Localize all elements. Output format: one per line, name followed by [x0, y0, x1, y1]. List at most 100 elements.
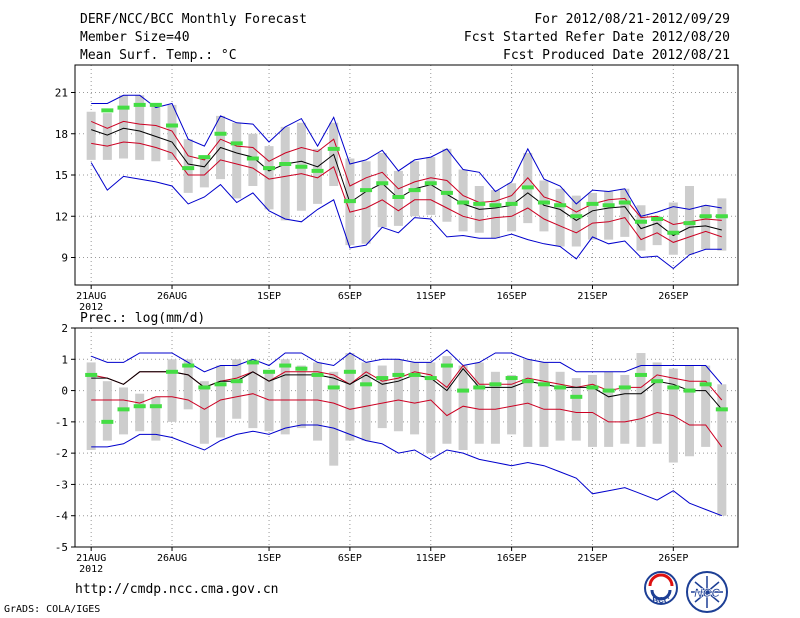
- source-url[interactable]: http://cmdp.ncc.cma.gov.cn: [75, 582, 279, 597]
- ensemble-range-box: [86, 362, 96, 451]
- y-tick-label: -4: [55, 510, 69, 523]
- ensemble-range-box: [458, 169, 468, 232]
- observed-marker: [586, 385, 599, 390]
- y-tick-label: 9: [61, 252, 68, 265]
- x-tick-label: 1SEP: [257, 291, 281, 302]
- observed-marker: [602, 203, 615, 208]
- observed-marker: [117, 407, 130, 412]
- observed-marker: [473, 201, 486, 206]
- ensemble-range-box: [135, 95, 145, 160]
- ensemble-range-box: [377, 365, 387, 429]
- observed-marker: [424, 181, 437, 186]
- ensemble-range-box: [167, 359, 177, 422]
- ensemble-range-box: [280, 359, 290, 435]
- x-tick-label: 11SEP: [416, 291, 446, 302]
- observed-marker: [198, 385, 211, 390]
- x-tick-label: 21SEP: [577, 291, 607, 302]
- x-tick-label: 21AUG: [76, 291, 106, 302]
- median-line: [91, 127, 722, 237]
- ensemble-range-box: [571, 378, 581, 441]
- x-tick-label: 16SEP: [497, 553, 527, 564]
- ensemble-range-box: [684, 186, 694, 255]
- observed-marker: [570, 214, 583, 219]
- observed-marker: [182, 363, 195, 368]
- x-tick-label: 26AUG: [157, 553, 187, 564]
- x-tick-label: 21AUG: [76, 553, 106, 564]
- min-line: [91, 424, 722, 517]
- ncc-logo-text: NCC: [694, 586, 720, 600]
- observed-marker: [651, 379, 664, 384]
- ensemble-range-box: [490, 190, 500, 239]
- observed-marker: [101, 108, 114, 113]
- y-tick-label: -2: [55, 447, 68, 460]
- ensemble-range-box: [717, 198, 727, 251]
- observed-marker: [279, 363, 292, 368]
- observed-marker: [343, 369, 356, 374]
- ensemble-range-box: [474, 362, 484, 444]
- min-line: [90, 162, 722, 270]
- x-tick-label: 6SEP: [338, 553, 362, 564]
- observed-marker: [246, 156, 259, 161]
- observed-marker: [667, 230, 680, 235]
- bcc-logo-text: BCC: [652, 596, 670, 605]
- ncc-logo: NCC: [686, 571, 728, 613]
- x-tick-label: 1SEP: [257, 553, 281, 564]
- plot-frame: [74, 64, 739, 286]
- ensemble-range-box: [684, 365, 694, 457]
- upper-quartile-line: [91, 120, 722, 226]
- observed-marker: [133, 404, 146, 409]
- observed-marker: [214, 131, 227, 136]
- observed-marker: [570, 394, 583, 399]
- ensemble-range-box: [539, 180, 549, 232]
- observed-marker: [166, 123, 179, 128]
- observed-marker: [133, 102, 146, 107]
- observed-marker: [715, 407, 728, 412]
- precip-panel-title: Prec.: log(mm/d): [80, 311, 205, 326]
- observed-marker: [699, 382, 712, 387]
- x-tick-label: 26SEP: [658, 291, 688, 302]
- forecast-period: For 2012/08/21-2012/09/29: [534, 12, 730, 27]
- member-size: Member Size=40: [80, 30, 190, 45]
- x-tick-label: 21SEP: [577, 553, 607, 564]
- ensemble-range-box: [280, 126, 290, 221]
- variable-label: Mean Surf. Temp.: °C: [80, 48, 237, 63]
- observed-marker: [311, 168, 324, 173]
- observed-marker: [198, 155, 211, 160]
- observed-marker: [505, 201, 518, 206]
- ensemble-range-box: [264, 146, 274, 210]
- observed-marker: [586, 201, 599, 206]
- observed-marker: [683, 221, 696, 226]
- ensemble-range-box: [377, 153, 387, 228]
- ensemble-range-box: [507, 374, 517, 435]
- observed-marker: [602, 388, 615, 393]
- observed-marker: [311, 372, 324, 377]
- ensemble-range-box: [102, 381, 112, 441]
- observed-marker: [85, 372, 98, 377]
- observed-marker: [376, 181, 389, 186]
- observed-marker: [327, 146, 340, 151]
- observed-marker: [408, 372, 421, 377]
- median-line: [91, 367, 723, 410]
- observed-marker: [554, 203, 567, 208]
- ensemble-range-box: [151, 106, 161, 162]
- x-year-label: 2012: [79, 564, 103, 575]
- y-tick-label: -1: [55, 416, 68, 429]
- ensemble-range-box: [571, 195, 581, 247]
- ensemble-range-box: [313, 362, 323, 441]
- ensemble-range-box: [216, 365, 226, 438]
- ensemble-range-box: [361, 161, 371, 244]
- ensemble-range-box: [296, 365, 306, 429]
- ensemble-range-box: [426, 157, 436, 215]
- grads-credit: GrADS: COLA/IGES: [4, 604, 101, 615]
- y-tick-label: 18: [55, 128, 68, 141]
- max-line: [91, 349, 723, 385]
- ensemble-range-box: [636, 353, 646, 447]
- observed-marker: [457, 200, 470, 205]
- observed-marker: [554, 385, 567, 390]
- observed-marker: [166, 369, 179, 374]
- observed-marker: [651, 217, 664, 221]
- ensemble-range-box: [555, 188, 565, 247]
- ensemble-range-box: [199, 381, 209, 444]
